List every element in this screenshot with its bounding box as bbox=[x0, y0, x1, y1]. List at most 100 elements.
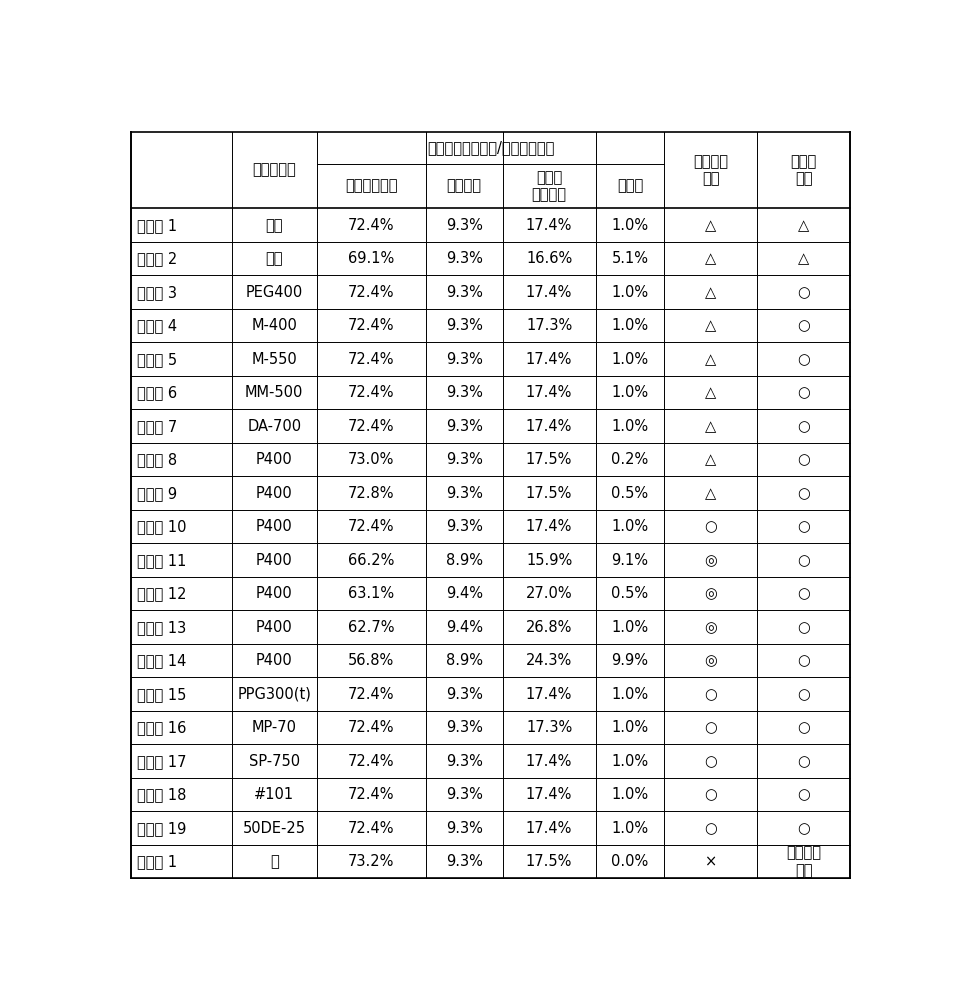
Text: #101: #101 bbox=[255, 787, 295, 802]
Text: 增塑剂种类: 增塑剂种类 bbox=[253, 163, 296, 178]
Text: 9.3%: 9.3% bbox=[446, 251, 482, 266]
Text: 16.6%: 16.6% bbox=[526, 251, 572, 266]
Text: 8.9%: 8.9% bbox=[446, 553, 482, 568]
Text: 72.4%: 72.4% bbox=[348, 419, 394, 434]
Text: 72.4%: 72.4% bbox=[348, 285, 394, 300]
Text: ○: ○ bbox=[704, 754, 717, 769]
Text: 实施例 17: 实施例 17 bbox=[137, 754, 187, 769]
Text: 弯曲性
试验: 弯曲性 试验 bbox=[790, 154, 817, 186]
Text: 72.4%: 72.4% bbox=[348, 821, 394, 836]
Text: ○: ○ bbox=[797, 720, 810, 735]
Text: 实施例 14: 实施例 14 bbox=[137, 653, 186, 668]
Text: P400: P400 bbox=[256, 620, 293, 635]
Text: 72.4%: 72.4% bbox=[348, 519, 394, 534]
Text: 72.8%: 72.8% bbox=[348, 486, 394, 501]
Text: 72.4%: 72.4% bbox=[348, 687, 394, 702]
Text: 50DE-25: 50DE-25 bbox=[243, 821, 305, 836]
Text: 72.4%: 72.4% bbox=[348, 352, 394, 367]
Text: ○: ○ bbox=[797, 519, 810, 534]
Text: 9.3%: 9.3% bbox=[446, 754, 482, 769]
Text: P400: P400 bbox=[256, 653, 293, 668]
Text: P400: P400 bbox=[256, 553, 293, 568]
Text: 8.9%: 8.9% bbox=[446, 653, 482, 668]
Text: 17.4%: 17.4% bbox=[526, 285, 572, 300]
Text: 17.3%: 17.3% bbox=[526, 318, 572, 333]
Text: ◎: ◎ bbox=[704, 653, 717, 668]
Text: 实施例 8: 实施例 8 bbox=[137, 452, 177, 467]
Text: P400: P400 bbox=[256, 586, 293, 601]
Text: P400: P400 bbox=[256, 452, 293, 467]
Text: 73.2%: 73.2% bbox=[348, 854, 394, 869]
Text: 实施例 19: 实施例 19 bbox=[137, 821, 186, 836]
Text: 0.5%: 0.5% bbox=[612, 586, 649, 601]
Text: ◎: ◎ bbox=[704, 620, 717, 635]
Text: 1.0%: 1.0% bbox=[612, 821, 649, 836]
Text: 比较例 1: 比较例 1 bbox=[137, 854, 177, 869]
Text: 导电助剂: 导电助剂 bbox=[447, 179, 481, 194]
Text: △: △ bbox=[705, 318, 717, 333]
Text: △: △ bbox=[798, 251, 810, 266]
Text: 实施例 11: 实施例 11 bbox=[137, 553, 186, 568]
Text: △: △ bbox=[705, 452, 717, 467]
Text: 1.0%: 1.0% bbox=[612, 687, 649, 702]
Text: ○: ○ bbox=[797, 452, 810, 467]
Text: 导电性聚合物: 导电性聚合物 bbox=[345, 179, 397, 194]
Text: 56.8%: 56.8% bbox=[348, 653, 394, 668]
Text: 实施例 16: 实施例 16 bbox=[137, 720, 186, 735]
Text: ○: ○ bbox=[797, 821, 810, 836]
Text: 实施例 18: 实施例 18 bbox=[137, 787, 186, 802]
Text: 9.9%: 9.9% bbox=[612, 653, 649, 668]
Text: 9.3%: 9.3% bbox=[446, 687, 482, 702]
Text: 17.4%: 17.4% bbox=[526, 419, 572, 434]
Text: 72.4%: 72.4% bbox=[348, 754, 394, 769]
Text: 9.1%: 9.1% bbox=[612, 553, 649, 568]
Text: 69.1%: 69.1% bbox=[348, 251, 394, 266]
Text: 17.4%: 17.4% bbox=[526, 787, 572, 802]
Text: 0.2%: 0.2% bbox=[612, 452, 649, 467]
Text: ○: ○ bbox=[797, 385, 810, 400]
Text: 1.0%: 1.0% bbox=[612, 218, 649, 233]
Text: 1.0%: 1.0% bbox=[612, 419, 649, 434]
Text: △: △ bbox=[705, 352, 717, 367]
Text: 9.3%: 9.3% bbox=[446, 787, 482, 802]
Text: 掺杂物
兼粘结剂: 掺杂物 兼粘结剂 bbox=[531, 170, 567, 202]
Text: 17.4%: 17.4% bbox=[526, 754, 572, 769]
Text: ×: × bbox=[704, 854, 717, 869]
Text: ○: ○ bbox=[797, 787, 810, 802]
Text: 72.4%: 72.4% bbox=[348, 218, 394, 233]
Text: 9.3%: 9.3% bbox=[446, 419, 482, 434]
Text: 9.3%: 9.3% bbox=[446, 218, 482, 233]
Text: MP-70: MP-70 bbox=[252, 720, 297, 735]
Text: 15.9%: 15.9% bbox=[526, 553, 572, 568]
Text: 实施例 9: 实施例 9 bbox=[137, 486, 177, 501]
Text: 17.5%: 17.5% bbox=[526, 486, 572, 501]
Text: ○: ○ bbox=[797, 553, 810, 568]
Text: 9.3%: 9.3% bbox=[446, 821, 482, 836]
Text: △: △ bbox=[705, 251, 717, 266]
Text: 17.5%: 17.5% bbox=[526, 452, 572, 467]
Text: 实施例 13: 实施例 13 bbox=[137, 620, 186, 635]
Text: 9.3%: 9.3% bbox=[446, 385, 482, 400]
Text: 72.4%: 72.4% bbox=[348, 318, 394, 333]
Text: 17.4%: 17.4% bbox=[526, 352, 572, 367]
Text: SP-750: SP-750 bbox=[249, 754, 300, 769]
Text: 9.3%: 9.3% bbox=[446, 519, 482, 534]
Text: PPG300(t): PPG300(t) bbox=[237, 687, 311, 702]
Text: △: △ bbox=[705, 486, 717, 501]
Text: △: △ bbox=[705, 285, 717, 300]
Text: 1.0%: 1.0% bbox=[612, 787, 649, 802]
Text: 27.0%: 27.0% bbox=[525, 586, 572, 601]
Text: 甘油: 甘油 bbox=[265, 218, 283, 233]
Text: P400: P400 bbox=[256, 486, 293, 501]
Text: 甘油: 甘油 bbox=[265, 251, 283, 266]
Text: ◎: ◎ bbox=[704, 553, 717, 568]
Text: 实施例 5: 实施例 5 bbox=[137, 352, 177, 367]
Text: 1.0%: 1.0% bbox=[612, 352, 649, 367]
Text: ○: ○ bbox=[797, 653, 810, 668]
Text: ○: ○ bbox=[797, 486, 810, 501]
Text: 实施例 15: 实施例 15 bbox=[137, 687, 186, 702]
Text: 9.3%: 9.3% bbox=[446, 318, 482, 333]
Text: △: △ bbox=[705, 218, 717, 233]
Text: 实施例 1: 实施例 1 bbox=[137, 218, 177, 233]
Text: 组成比（各种成分/总固体成分）: 组成比（各种成分/总固体成分） bbox=[427, 140, 554, 155]
